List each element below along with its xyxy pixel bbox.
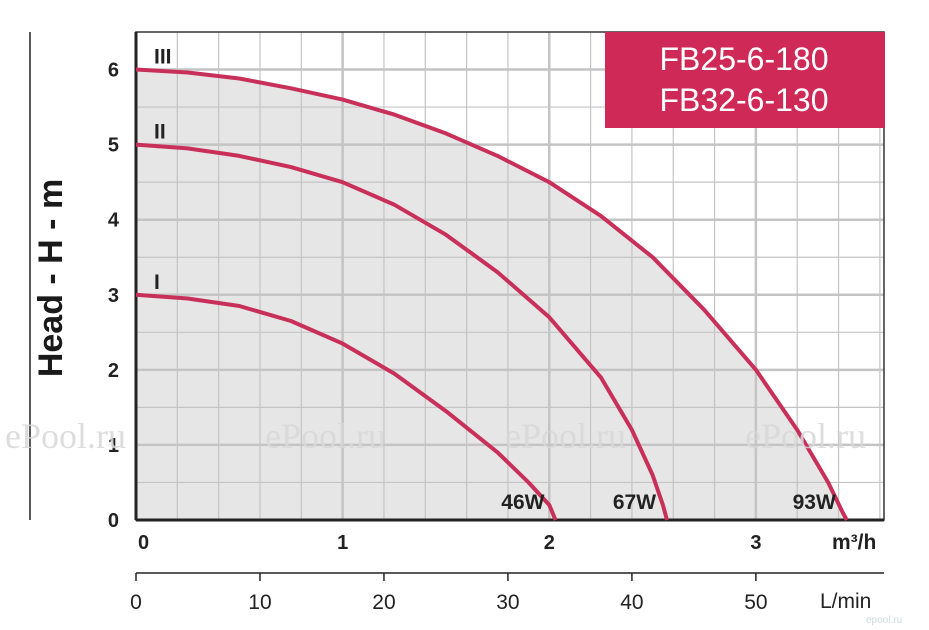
y-tick-label: 4 — [108, 210, 120, 232]
y-tick-label: 6 — [108, 60, 119, 82]
model-line-2: FB32-6-130 — [660, 82, 829, 118]
power-label-iii: 93W — [793, 491, 836, 514]
x-axis-unit: m³/h — [832, 531, 876, 554]
watermark-2: ePool.ru — [265, 416, 386, 456]
secondary-x-tick-label: 40 — [620, 591, 643, 614]
watermark-3: ePool.ru — [505, 416, 626, 456]
x-tick-label: 2 — [544, 532, 555, 554]
secondary-x-tick-label: 50 — [744, 591, 767, 614]
x-tick-label: 0 — [138, 532, 149, 554]
model-box — [605, 32, 885, 128]
secondary-x-tick-label: 30 — [496, 591, 519, 614]
curve-iii — [135, 67, 849, 521]
secondary-x-tick-label: 0 — [130, 591, 142, 614]
site-logo: epool.ru — [866, 615, 902, 626]
curve-i — [135, 292, 558, 521]
secondary-x-tick-label: 10 — [248, 591, 271, 614]
curve-ii — [135, 142, 669, 521]
power-label-i: 46W — [501, 491, 544, 514]
y-tick-label: 2 — [108, 360, 119, 382]
x-tick-label: 1 — [337, 532, 348, 554]
curve-label-ii: II — [154, 121, 166, 144]
watermark-4: ePool.ru — [745, 416, 866, 456]
model-line-1: FB25-6-180 — [660, 41, 829, 77]
power-label-ii: 67W — [613, 491, 656, 514]
curve-label-i: I — [154, 271, 160, 294]
y-axis-label: Head - H - m — [32, 179, 70, 377]
y-tick-label: 5 — [108, 135, 119, 157]
secondary-x-tick-label: 20 — [372, 591, 395, 614]
curve-label-iii: III — [154, 46, 172, 69]
y-tick-label: 0 — [108, 510, 119, 532]
watermark-1: ePool.ru — [5, 416, 126, 456]
x-axis-secondary-unit: L/min — [820, 590, 871, 613]
y-tick-label: 3 — [108, 285, 119, 307]
y-tick-label: 1 — [108, 435, 119, 457]
x-tick-label: 3 — [750, 532, 761, 554]
